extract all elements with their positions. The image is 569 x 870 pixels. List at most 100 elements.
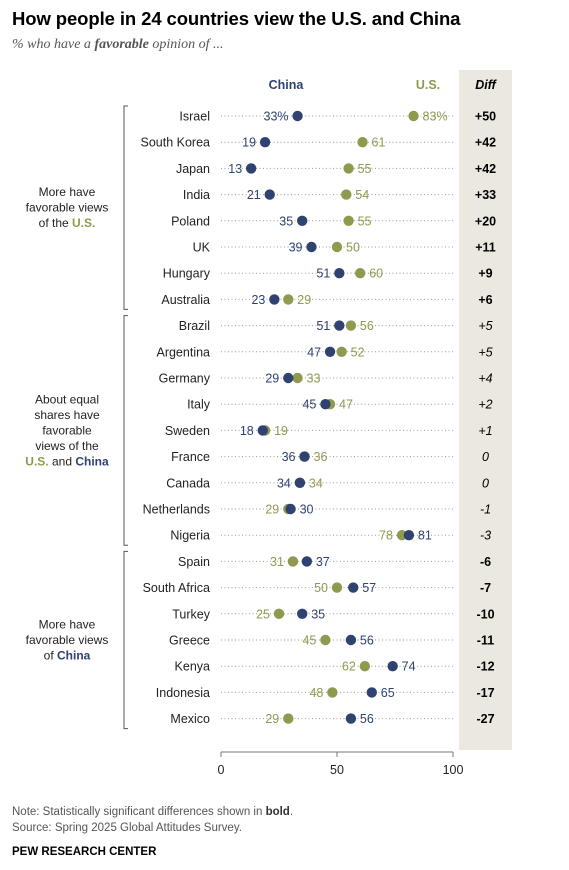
us-value-label: 31 [270,555,284,569]
diff-value: -17 [476,686,494,700]
group-label-line: More have [39,185,96,199]
group-label-span: favorable [42,423,92,437]
us-value-label: 33 [307,372,321,386]
country-label: Italy [187,398,211,412]
china-value-label: 56 [360,634,374,648]
diff-value: -10 [476,607,494,621]
country-label: Israel [179,110,210,124]
us-dot [408,110,419,122]
china-dot [345,634,357,646]
country-label: Kenya [175,660,210,674]
org-credit: PEW RESEARCH CENTER [12,846,157,858]
us-dot [336,346,347,357]
group-label-span: U.S. [25,454,48,468]
us-value-label: 48 [309,686,323,700]
group-label-line: favorable views [26,201,109,215]
us-dot [327,687,338,698]
us-dot [283,713,294,724]
us-value-label: 60 [369,267,383,281]
group-label-line: U.S. and China [25,454,109,468]
group-label-span: favorable views [26,633,109,647]
chart-title: How people in 24 countries view the U.S.… [12,8,461,29]
us-value-label: 62 [342,660,356,674]
us-dot [331,241,343,253]
group-label-span: About equal [35,392,99,406]
us-dot [283,294,294,305]
china-dot [334,268,345,279]
china-value-label: 65 [381,686,395,700]
china-value-label: 34 [277,476,291,490]
diff-value: +42 [475,162,496,176]
us-dot [287,556,299,567]
china-value-label: 19 [242,136,256,150]
us-value-label: 50 [314,581,328,595]
us-value-label: 61 [372,136,386,150]
diff-value: -7 [480,581,491,595]
diff-value: -6 [480,555,491,569]
legend-china: China [269,78,305,92]
us-value-label: 34 [309,476,323,490]
china-value-label: 81 [418,529,432,543]
us-value-label: 29 [265,712,279,726]
china-value-label: 45 [302,398,316,412]
diff-column-background [459,70,512,750]
x-axis-tick-label: 50 [330,763,344,777]
group-label-span: More have [39,618,96,632]
china-value-label: 56 [360,712,374,726]
diff-value: 0 [482,450,489,464]
country-label: Mexico [170,712,210,726]
diff-value: +4 [478,372,492,386]
us-dot [355,268,366,279]
group-label-span: China [57,649,91,663]
x-axis-tick-label: 0 [218,763,225,777]
china-dot [283,372,294,384]
china-dot [297,215,308,226]
china-dot [387,661,398,672]
us-dot [341,189,352,200]
group-label-span: and [49,454,76,468]
china-dot [245,163,257,174]
country-label: Argentina [156,345,210,359]
legend-diff: Diff [475,78,497,92]
country-label: Spain [178,555,210,569]
us-dot [359,661,371,672]
china-dot [259,137,271,148]
us-value-label: 83% [423,110,448,124]
china-dot [334,320,345,331]
us-value-label: 29 [297,293,311,307]
china-value-label: 57 [362,581,376,595]
us-dot [357,137,368,148]
country-label: Netherlands [143,503,210,517]
group-label-line: favorable views [26,633,109,647]
country-label: Greece [169,634,210,648]
group-label-line: More have [39,618,96,632]
us-dot [345,320,357,331]
china-value-label: 21 [247,188,261,202]
china-value-label: 35 [279,214,293,228]
us-dot [273,608,285,619]
diff-value: +6 [478,293,492,307]
us-value-label: 52 [351,345,365,359]
china-value-label: 37 [316,555,330,569]
country-label: Poland [171,214,210,228]
diff-value: +5 [478,345,492,359]
country-label: Brazil [179,319,210,333]
country-label: UK [193,241,211,255]
diff-value: 0 [482,476,489,490]
china-value-label: 29 [265,372,279,386]
diff-value: +42 [475,136,496,150]
chart-subtitle: % who have a favorable opinion of ... [12,37,224,53]
us-value-label: 50 [346,241,360,255]
country-label: Indonesia [156,686,210,700]
group-label-line: About equal [35,392,99,406]
group-bracket [123,550,128,730]
us-value-label: 55 [358,162,372,176]
us-value-label: 45 [302,634,316,648]
group-bracket [123,105,128,310]
diff-value: +20 [475,214,496,228]
note-suffix: . [289,806,294,818]
legend-us: U.S. [416,78,440,92]
china-dot [403,530,415,541]
diff-value: -27 [476,712,494,726]
